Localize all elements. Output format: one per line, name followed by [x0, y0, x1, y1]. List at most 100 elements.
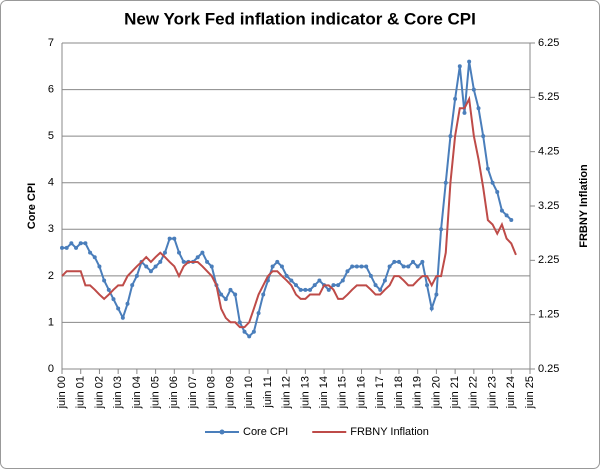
data-point: [223, 297, 228, 302]
data-point: [453, 96, 458, 101]
data-point: [467, 59, 472, 64]
data-point: [153, 264, 158, 269]
x-tick-label: juin 19: [412, 376, 424, 409]
data-point: [284, 273, 289, 278]
data-point: [359, 264, 364, 269]
data-point: [457, 64, 462, 69]
data-point: [162, 250, 167, 255]
data-point: [336, 283, 341, 288]
y-tick-label: 1: [48, 316, 54, 328]
data-point: [74, 245, 79, 250]
data-point: [158, 259, 163, 264]
data-point: [401, 264, 406, 269]
data-point: [485, 166, 490, 171]
data-point: [106, 287, 111, 292]
data-point: [326, 287, 331, 292]
x-tick-label: juin 03: [112, 376, 124, 409]
data-point: [167, 236, 172, 241]
data-point: [228, 287, 233, 292]
y-tick-label: 5: [48, 130, 54, 142]
data-point: [233, 292, 238, 297]
x-tick-label: juin 01: [75, 376, 87, 409]
data-point: [439, 227, 444, 232]
y-tick-label: 0: [48, 363, 54, 375]
legend-label: FRBNY Inflation: [350, 426, 429, 438]
data-point: [415, 264, 420, 269]
data-point: [209, 264, 214, 269]
data-point: [429, 306, 434, 311]
x-tick-label: juin 07: [187, 376, 199, 409]
data-point: [88, 250, 93, 255]
x-tick-label: juin 12: [281, 376, 293, 409]
x-tick-label: juin 00: [56, 376, 68, 409]
x-tick-label: juin 02: [93, 376, 105, 409]
data-point: [83, 241, 88, 246]
data-point: [331, 283, 336, 288]
data-point: [256, 311, 261, 316]
data-point: [270, 264, 275, 269]
x-tick-label: juin 05: [150, 376, 162, 409]
data-point: [345, 269, 350, 274]
data-point: [495, 190, 500, 195]
y2-tick-label: 2.25: [538, 254, 559, 266]
data-point: [373, 283, 378, 288]
x-tick-label: juin 24: [505, 376, 517, 409]
y2-tick-label: 5.25: [538, 91, 559, 103]
data-point: [205, 259, 210, 264]
data-point: [200, 250, 205, 255]
legend-marker: [219, 429, 225, 435]
data-point: [279, 264, 284, 269]
data-point: [368, 273, 373, 278]
data-point: [261, 292, 266, 297]
x-tick-label: juin 15: [337, 376, 349, 409]
data-point: [298, 287, 303, 292]
y2-tick-label: 1.25: [538, 309, 559, 321]
data-point: [69, 241, 74, 246]
y-tick-label: 3: [48, 223, 54, 235]
data-point: [382, 278, 387, 283]
x-tick-label: juin 09: [224, 376, 236, 409]
y-tick-label: 6: [48, 83, 54, 95]
x-tick-label: juin 11: [262, 376, 274, 409]
y-tick-label: 4: [48, 177, 54, 189]
data-point: [130, 283, 135, 288]
x-tick-label: juin 25: [524, 376, 536, 409]
series-line: [61, 95, 517, 329]
data-point: [116, 306, 121, 311]
data-point: [125, 301, 130, 306]
data-point: [78, 241, 83, 246]
data-point: [396, 259, 401, 264]
data-point: [97, 264, 102, 269]
data-point: [102, 278, 107, 283]
data-point: [60, 245, 64, 250]
y2-tick-label: 4.25: [538, 146, 559, 158]
x-tick-label: juin 14: [318, 376, 330, 409]
data-point: [425, 283, 430, 288]
data-point: [340, 278, 345, 283]
data-point: [177, 250, 181, 255]
data-point: [448, 134, 453, 139]
data-point: [195, 255, 200, 260]
data-point: [172, 236, 177, 241]
data-point: [509, 217, 514, 222]
y2-tick-label: 6.25: [538, 37, 559, 49]
x-tick-label: juin 16: [355, 376, 367, 409]
y-tick-label: 7: [48, 37, 54, 49]
x-tick-label: juin 10: [243, 376, 255, 409]
data-point: [392, 259, 397, 264]
x-tick-label: juin 08: [206, 376, 218, 409]
data-point: [462, 110, 467, 115]
x-tick-label: juin 06: [168, 376, 180, 409]
data-point: [504, 213, 509, 218]
data-point: [64, 245, 69, 250]
data-point: [242, 329, 247, 334]
x-tick-label: juin 20: [430, 376, 442, 409]
data-point: [237, 320, 242, 325]
data-point: [251, 329, 256, 334]
data-point: [364, 264, 369, 269]
data-point: [317, 278, 322, 283]
data-point: [411, 259, 415, 264]
data-point: [312, 283, 317, 288]
y2-tick-label: 3.25: [538, 200, 559, 212]
